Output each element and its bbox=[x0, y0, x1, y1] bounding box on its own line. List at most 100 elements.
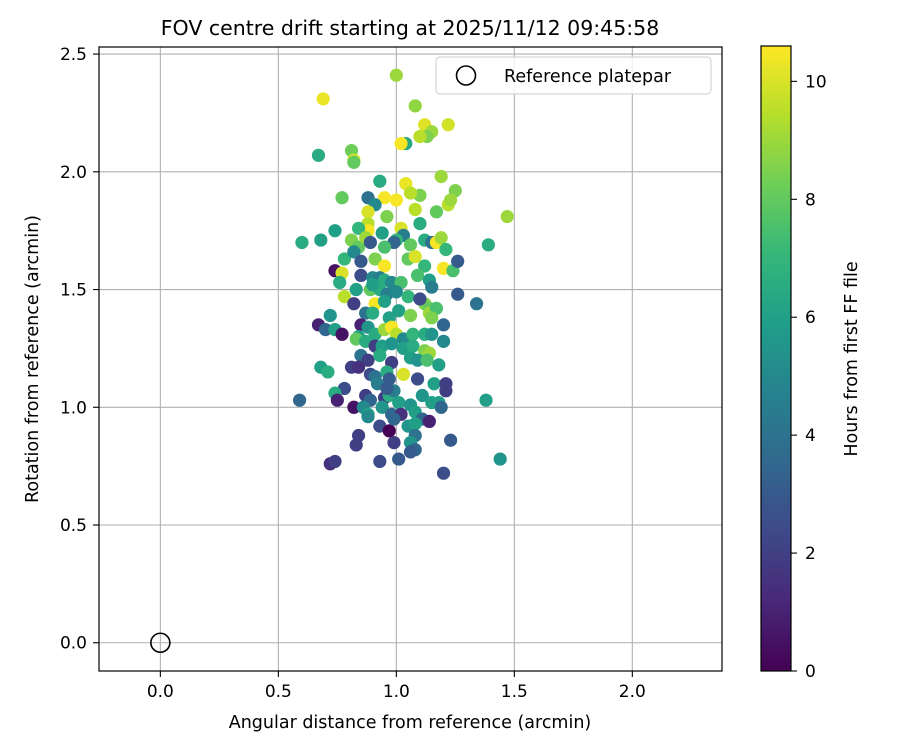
scatter-point bbox=[354, 268, 368, 283]
scatter-point bbox=[333, 275, 347, 290]
scatter-points bbox=[292, 68, 514, 480]
y-tick-label: 1.0 bbox=[60, 398, 87, 418]
x-axis-label: Angular distance from reference (arcmin) bbox=[229, 713, 592, 733]
scatter-point bbox=[396, 367, 411, 381]
legend-reference-marker bbox=[455, 65, 477, 86]
scatter-point bbox=[439, 242, 453, 257]
scatter-point bbox=[347, 400, 361, 414]
scatter-point bbox=[389, 193, 403, 207]
scatter-point bbox=[377, 294, 392, 308]
chart-title: FOV centre drift starting at 2025/11/12 … bbox=[161, 16, 660, 40]
scatter-point bbox=[321, 365, 335, 379]
colorbar-label: Hours from first FF file bbox=[842, 261, 862, 456]
scatter-point bbox=[441, 118, 455, 132]
x-axis-ticks: 0.0 0.5 1.0 1.5 2.0 bbox=[147, 671, 646, 702]
scatter-point bbox=[406, 327, 420, 341]
colorbar-ticks: 0 2 4 6 8 10 bbox=[791, 72, 827, 682]
scatter-point bbox=[377, 240, 392, 254]
scatter-point bbox=[408, 202, 422, 217]
scatter-point bbox=[422, 414, 436, 428]
scatter-point bbox=[434, 231, 448, 245]
colorbar-tick-label: 0 bbox=[805, 662, 816, 682]
scatter-point bbox=[436, 318, 451, 332]
scatter-point bbox=[425, 327, 439, 341]
scatter-point bbox=[351, 360, 366, 374]
scatter-point bbox=[436, 466, 451, 480]
scatter-point bbox=[418, 259, 432, 273]
scatter-point bbox=[323, 308, 337, 323]
reference-platepar-marker bbox=[150, 632, 171, 654]
scatter-point bbox=[373, 174, 387, 188]
y-tick-label: 0.0 bbox=[60, 634, 87, 654]
scatter-point bbox=[361, 205, 375, 219]
colorbar-tick-label: 10 bbox=[805, 72, 827, 92]
scatter-point bbox=[347, 245, 361, 259]
scatter-point bbox=[349, 282, 363, 297]
scatter-point bbox=[363, 235, 377, 250]
scatter-point bbox=[410, 372, 425, 386]
x-tick-label: 1.0 bbox=[383, 682, 410, 702]
colorbar-frame bbox=[760, 45, 792, 672]
scatter-point bbox=[436, 334, 451, 348]
colorbar-tick-label: 6 bbox=[805, 308, 816, 328]
y-tick-label: 2.0 bbox=[60, 163, 87, 183]
x-tick-label: 0.0 bbox=[147, 682, 174, 702]
scatter-point bbox=[328, 454, 342, 469]
scatter-point bbox=[479, 393, 493, 407]
scatter-point bbox=[432, 358, 446, 372]
plot-frame bbox=[98, 46, 723, 672]
y-axis-label: Rotation from reference (arcmin) bbox=[23, 215, 43, 503]
scatter-point bbox=[375, 226, 389, 240]
scatter-point bbox=[316, 92, 330, 106]
scatter-point bbox=[403, 238, 418, 252]
scatter-point bbox=[408, 99, 422, 113]
scatter-point bbox=[389, 68, 403, 82]
scatter-point bbox=[415, 388, 429, 403]
scatter-point bbox=[406, 339, 420, 353]
colorbar-tick-label: 4 bbox=[805, 426, 816, 446]
scatter-point bbox=[354, 254, 368, 268]
scatter-point bbox=[444, 433, 458, 447]
scatter-point bbox=[444, 193, 458, 207]
colorbar: 0 2 4 6 8 10 Hours from first FF file bbox=[760, 45, 862, 682]
colorbar-gradient bbox=[761, 46, 791, 671]
x-tick-label: 1.5 bbox=[501, 682, 528, 702]
scatter-point bbox=[347, 297, 361, 311]
y-axis-ticks: 0.0 0.5 1.0 1.5 2.0 2.5 bbox=[60, 45, 99, 654]
scatter-point bbox=[403, 308, 418, 323]
y-tick-label: 0.5 bbox=[60, 516, 87, 536]
scatter-point bbox=[375, 400, 389, 414]
scatter-point bbox=[380, 209, 394, 224]
scatter-point bbox=[347, 155, 361, 169]
scatter-point bbox=[314, 233, 328, 247]
scatter-point bbox=[413, 292, 427, 306]
scatter-point bbox=[349, 438, 363, 452]
scatter-point bbox=[408, 417, 422, 431]
scatter-point bbox=[429, 205, 444, 219]
scatter-point bbox=[366, 306, 380, 320]
scatter-point bbox=[337, 252, 352, 266]
scatter-point bbox=[335, 327, 349, 341]
scatter-point bbox=[311, 148, 326, 162]
scatter-point bbox=[425, 311, 439, 325]
scatter-point bbox=[335, 191, 349, 205]
legend: Reference platepar bbox=[435, 56, 712, 95]
scatter-point bbox=[318, 322, 333, 337]
scatter-point bbox=[361, 410, 375, 424]
scatter-point bbox=[389, 285, 403, 299]
scatter-point bbox=[380, 381, 394, 396]
scatter-point bbox=[413, 217, 427, 231]
legend-label: Reference platepar bbox=[504, 67, 672, 87]
y-tick-label: 1.5 bbox=[60, 281, 87, 301]
scatter-point bbox=[361, 353, 375, 367]
scatter-point bbox=[387, 412, 401, 426]
y-tick-label: 2.5 bbox=[60, 45, 87, 65]
scatter-point bbox=[410, 353, 425, 367]
scatter-point bbox=[377, 259, 392, 273]
scatter-point bbox=[403, 186, 418, 200]
grid bbox=[99, 47, 722, 671]
scatter-point bbox=[366, 278, 380, 292]
scatter-point bbox=[387, 435, 401, 450]
scatter-point bbox=[337, 290, 352, 304]
